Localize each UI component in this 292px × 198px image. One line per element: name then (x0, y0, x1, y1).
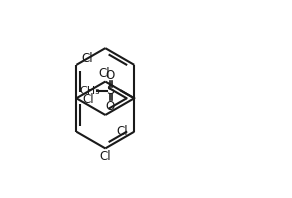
Text: O: O (105, 100, 115, 113)
Text: Cl: Cl (100, 150, 111, 163)
Text: Cl: Cl (116, 125, 128, 138)
Text: Cl: Cl (81, 52, 93, 65)
Text: S: S (106, 84, 114, 97)
Text: Cl: Cl (82, 93, 94, 106)
Text: Cl: Cl (98, 67, 110, 80)
Text: CH₃: CH₃ (79, 86, 100, 96)
Text: O: O (105, 69, 115, 82)
